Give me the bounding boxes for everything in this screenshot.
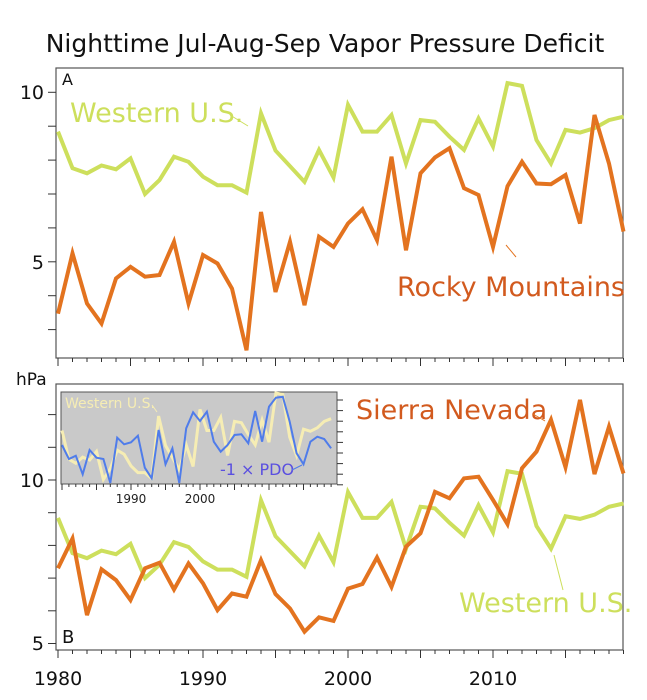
leader-western-b xyxy=(553,554,564,591)
inset-xtick-2000: 2000 xyxy=(185,492,216,506)
panel-b-ytick-5: 5 xyxy=(32,633,44,655)
xtick-1990: 1990 xyxy=(179,668,227,690)
annotation-sierra-nevada: Sierra Nevada xyxy=(356,395,547,426)
inset-pdo-comparison: 1990 2000 Western U.S. -1 × PDO xyxy=(60,391,343,506)
chart-title: Nighttime Jul-Aug-Sep Vapor Pressure Def… xyxy=(46,29,605,58)
inset-annotation-pdo: -1 × PDO xyxy=(220,460,294,479)
xtick-2000: 2000 xyxy=(324,668,372,690)
annotation-rocky-mountains: Rocky Mountains xyxy=(397,272,625,303)
xtick-2010: 2010 xyxy=(469,668,517,690)
panel-a-series-western-u-s xyxy=(56,80,624,198)
panel-a-label: A xyxy=(62,70,73,89)
annotation-western-us-b: Western U.S. xyxy=(459,588,632,619)
leader-western-a xyxy=(229,114,249,127)
panel-b-label: B xyxy=(62,627,74,648)
xtick-1980: 1980 xyxy=(34,668,82,690)
inset-series-1-pdo xyxy=(61,395,332,484)
panel-a: A 10 5 Western U.S. Rocky Mountains xyxy=(20,67,626,366)
annotation-western-us-a: Western U.S. xyxy=(70,98,243,129)
panel-a-series-rocky-mountains xyxy=(56,114,626,351)
panel-a-ytick-5: 5 xyxy=(32,252,44,274)
inset-leader-pdo xyxy=(291,464,303,471)
leader-rocky-a xyxy=(505,244,517,258)
panel-b-series-western-u-s xyxy=(56,468,624,582)
panel-b-ytick-10: 10 xyxy=(20,470,44,492)
leader-sierra-b xyxy=(532,413,546,422)
panel-b: B 10 5 1980 1990 2000 2010 Sierra Nevada… xyxy=(20,383,632,690)
inset-leader-western xyxy=(151,404,158,413)
y-axis-unit: hPa xyxy=(16,370,47,390)
inset-annotation-western-us: Western U.S. xyxy=(65,396,155,412)
panel-a-ytick-10: 10 xyxy=(20,82,44,104)
inset-xtick-1990: 1990 xyxy=(116,492,147,506)
panel-b-series-sierra-nevada xyxy=(56,399,626,635)
